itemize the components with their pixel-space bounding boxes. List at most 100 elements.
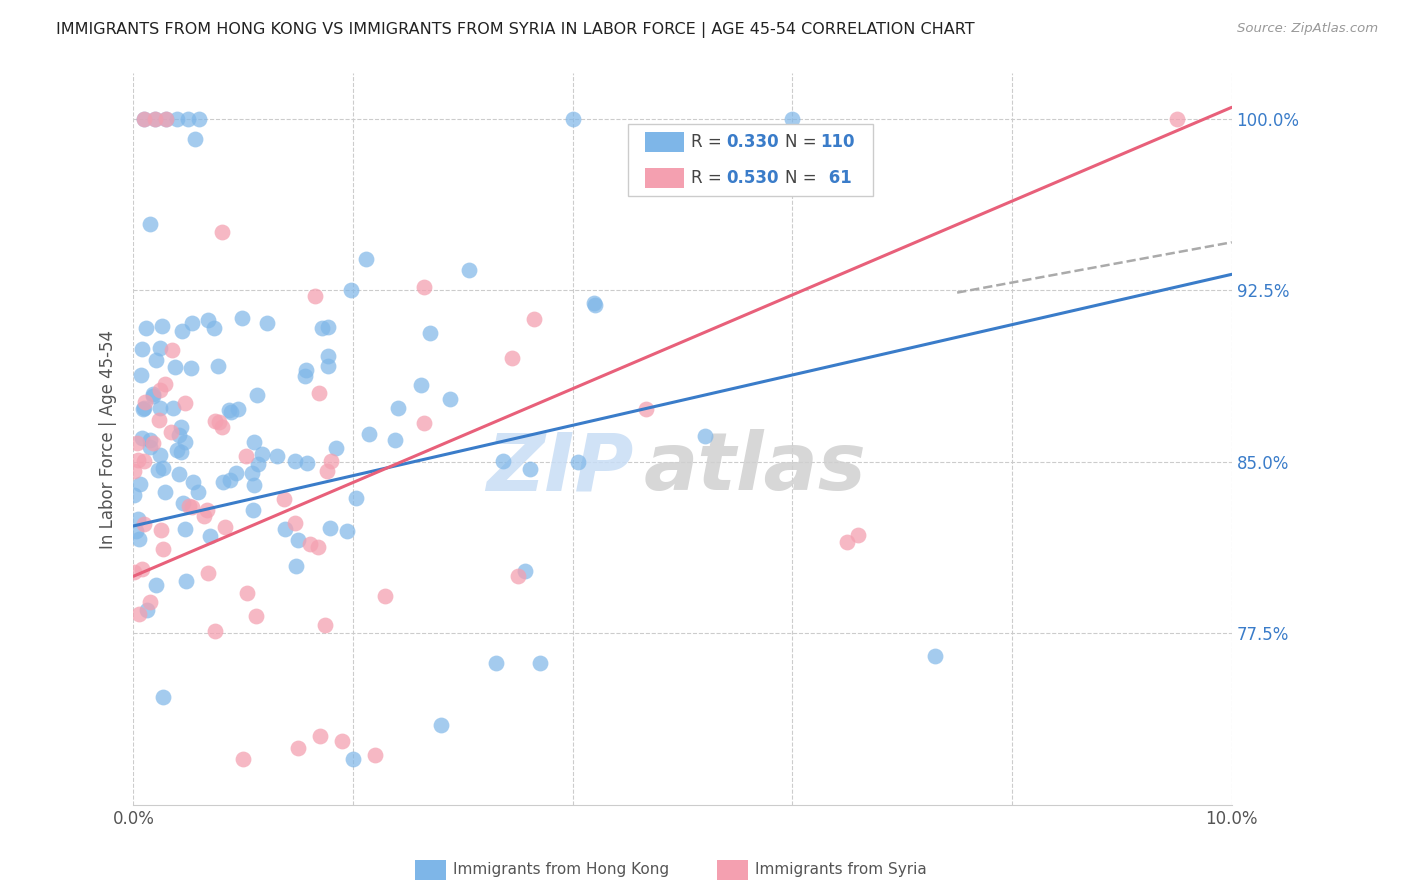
Point	[139, 595, 162, 609]
Point	[145, 578, 167, 592]
Point	[387, 401, 409, 415]
Point	[583, 297, 606, 311]
Point	[214, 520, 236, 534]
Point	[174, 522, 197, 536]
Point	[180, 361, 202, 376]
Point	[131, 342, 153, 356]
Point	[135, 321, 157, 335]
Point	[122, 464, 145, 478]
Point	[122, 487, 145, 501]
Point	[1166, 112, 1188, 126]
Point	[142, 387, 165, 401]
Point	[129, 368, 152, 382]
Point	[211, 225, 233, 239]
Point	[218, 402, 240, 417]
Point	[152, 690, 174, 704]
Point	[152, 461, 174, 475]
Point	[165, 359, 187, 374]
Point	[197, 566, 219, 580]
Point	[128, 477, 150, 491]
Point	[139, 433, 162, 447]
Point	[167, 467, 190, 482]
Point	[184, 132, 207, 146]
Point	[204, 414, 226, 428]
Point	[273, 492, 295, 507]
Point	[523, 312, 546, 326]
Point	[287, 740, 309, 755]
Point	[166, 443, 188, 458]
Point	[309, 730, 332, 744]
Point	[149, 401, 172, 416]
Point	[287, 533, 309, 547]
Point	[132, 401, 155, 416]
Point	[127, 453, 149, 467]
Point	[515, 564, 537, 578]
Point	[225, 467, 247, 481]
Text: R =: R =	[692, 169, 727, 187]
Point	[226, 401, 249, 416]
Point	[134, 395, 156, 409]
Point	[138, 217, 160, 231]
Text: IMMIGRANTS FROM HONG KONG VS IMMIGRANTS FROM SYRIA IN LABOR FORCE | AGE 45-54 CO: IMMIGRANTS FROM HONG KONG VS IMMIGRANTS …	[56, 22, 974, 38]
Text: Source: ZipAtlas.com: Source: ZipAtlas.com	[1237, 22, 1378, 36]
Point	[274, 522, 297, 536]
Point	[150, 319, 173, 334]
Point	[198, 529, 221, 543]
Point	[211, 419, 233, 434]
Point	[330, 734, 353, 748]
Point	[134, 112, 156, 126]
Point	[409, 377, 432, 392]
Text: 0.330: 0.330	[727, 133, 779, 152]
Point	[364, 747, 387, 762]
Text: 110: 110	[821, 133, 855, 152]
Point	[412, 416, 434, 430]
Point	[529, 657, 551, 671]
Point	[315, 464, 337, 478]
Point	[294, 369, 316, 384]
Text: atlas: atlas	[644, 429, 868, 508]
Point	[148, 413, 170, 427]
Point	[160, 425, 183, 439]
Point	[139, 440, 162, 454]
Point	[501, 351, 523, 366]
Point	[149, 341, 172, 355]
Y-axis label: In Labor Force | Age 45-54: In Labor Force | Age 45-54	[100, 329, 117, 549]
Point	[561, 112, 583, 126]
Point	[204, 624, 226, 638]
Point	[172, 495, 194, 509]
Point	[242, 435, 264, 450]
Point	[636, 402, 658, 417]
Point	[419, 326, 441, 340]
Point	[384, 433, 406, 447]
Point	[519, 462, 541, 476]
Point	[155, 112, 177, 126]
Point	[134, 112, 156, 126]
Point	[197, 312, 219, 326]
Point	[146, 463, 169, 477]
Point	[131, 431, 153, 445]
Point	[316, 320, 339, 334]
Point	[134, 454, 156, 468]
Point	[221, 405, 243, 419]
Point	[295, 456, 318, 470]
Point	[308, 385, 330, 400]
Point	[344, 491, 367, 506]
Text: N =: N =	[786, 133, 823, 152]
Point	[246, 387, 269, 401]
Text: Immigrants from Hong Kong: Immigrants from Hong Kong	[453, 863, 669, 877]
Point	[247, 457, 270, 471]
Point	[167, 427, 190, 442]
Point	[240, 466, 263, 480]
Point	[294, 363, 316, 377]
Point	[506, 569, 529, 583]
Point	[846, 528, 869, 542]
Point	[187, 485, 209, 500]
Text: 0.530: 0.530	[727, 169, 779, 187]
Point	[122, 565, 145, 579]
Point	[232, 752, 254, 766]
Point	[160, 343, 183, 357]
Point	[311, 320, 333, 334]
Point	[155, 377, 177, 392]
Point	[143, 112, 166, 126]
Point	[152, 541, 174, 556]
